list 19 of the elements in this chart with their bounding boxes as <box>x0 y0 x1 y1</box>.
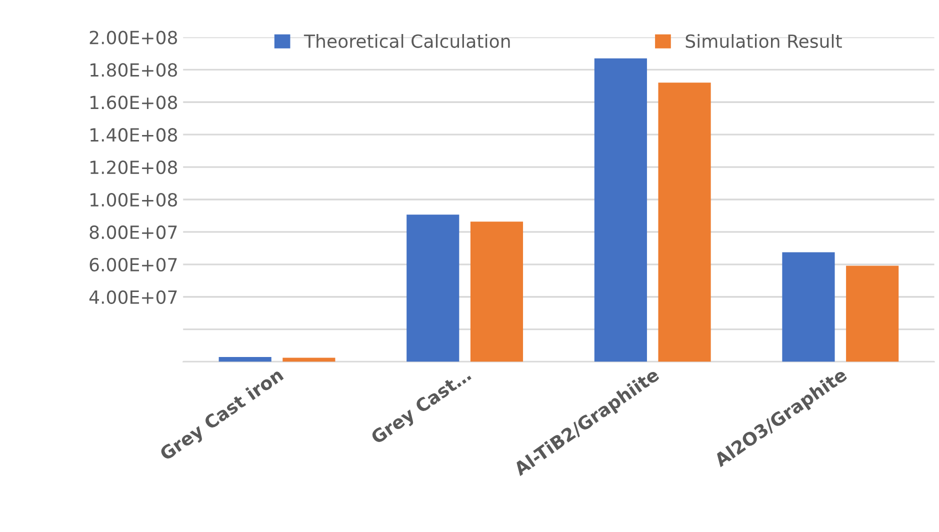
bar <box>218 357 272 362</box>
y-tick-label: 1.60E+08 <box>90 96 178 110</box>
y-tick-label: 1.40E+08 <box>90 128 178 142</box>
legend-label: Theoretical Calculation <box>304 34 510 48</box>
bar <box>406 214 460 362</box>
y-tick-label: 8.00E+07 <box>90 225 177 240</box>
y-tick-label: 6.00E+07 <box>90 258 177 272</box>
bar <box>846 266 899 362</box>
bar <box>470 222 524 362</box>
y-tick-label: 1.00E+08 <box>90 192 178 207</box>
bar <box>782 252 835 362</box>
y-tick-label: 4.00E+07 <box>89 290 177 304</box>
bar <box>282 358 336 362</box>
y-tick-label: 1.20E+08 <box>90 160 178 174</box>
y-tick-label: 2.00E+08 <box>90 30 178 44</box>
legend-label: Simulation Result <box>686 34 842 48</box>
y-tick-label: 1.80E+08 <box>90 63 178 77</box>
bar <box>594 58 647 362</box>
bar <box>658 82 711 362</box>
